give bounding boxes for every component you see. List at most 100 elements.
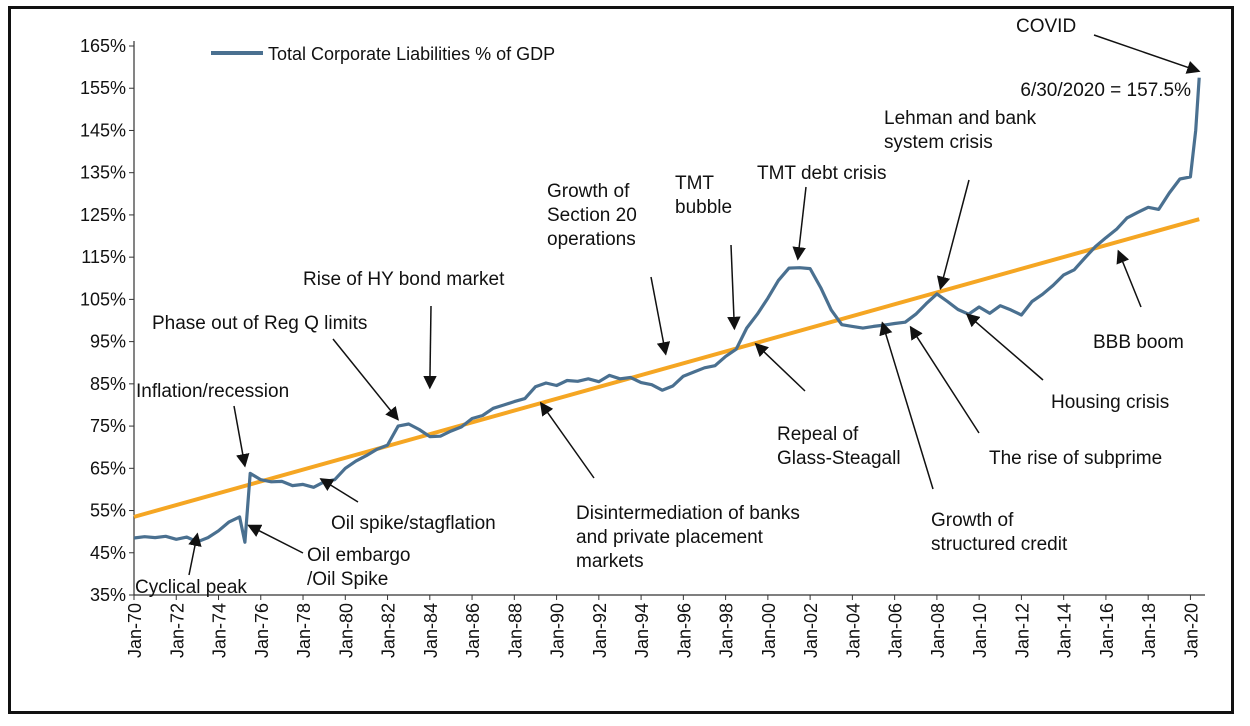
annotation: TMT debt crisis [757,163,887,261]
annotation-arrow [1093,34,1201,74]
y-tick-label: 95% [90,332,126,352]
annotation-arrow [936,179,970,291]
x-tick-label: Jan-70 [125,603,145,658]
annotation-text: COVID [1016,16,1076,37]
annotation-text: Inflation/recession [136,381,289,402]
annotation: Cyclical peak [135,532,247,598]
x-tick-label: Jan-78 [294,603,314,658]
x-tick-label: Jan-94 [632,603,652,658]
x-tick-label: Jan-20 [1181,603,1201,658]
x-tick-label: Jan-02 [801,603,821,658]
x-tick-label: Jan-06 [886,603,906,658]
x-tick-label: Jan-10 [970,603,990,658]
annotation-text: /Oil Spike [307,569,388,590]
annotation-text: Oil embargo [307,545,411,566]
y-tick-label: 55% [90,501,126,521]
y-tick-label: 145% [80,120,126,140]
annotation-text: and private placement [576,527,764,548]
annotation: Phase out of Reg Q limits [152,313,399,421]
annotation-text: operations [547,229,636,250]
annotation-text: BBB boom [1093,332,1184,353]
annotation-arrow [650,276,671,356]
annotation-text: Phase out of Reg Q limits [152,313,367,334]
trend-line [133,217,1200,519]
y-tick-label: 85% [90,374,126,394]
x-tick-label: Jan-76 [252,603,272,658]
annotation: COVID [1016,16,1201,74]
x-tick-label: Jan-96 [674,603,694,658]
annotation-text: markets [576,551,644,572]
annotation-text: bubble [675,197,732,218]
y-tick-label: 155% [80,78,126,98]
x-tick-label: Jan-18 [1139,603,1159,658]
x-tick-label: Jan-80 [336,603,356,658]
annotation-text: structured credit [931,534,1068,555]
annotation-text: 6/30/2020 = 157.5% [1020,80,1191,101]
x-tick-label: Jan-84 [421,603,441,658]
annotation-text: Oil spike/stagflation [331,513,496,534]
x-tick-label: Jan-14 [1055,603,1075,658]
annotation-text: Disintermediation of banks [576,503,800,524]
annotation-arrow [319,478,359,503]
annotation-arrow [188,532,202,576]
annotation-arrow [423,305,437,390]
x-tick-label: Jan-88 [505,603,525,658]
annotation-arrow [754,342,806,392]
series-line-corporate-liabilities [133,77,1201,544]
y-tick-label: 35% [90,585,126,605]
x-tick-label: Jan-00 [759,603,779,658]
corporate-liabilities-chart: 35% 45% 55% 65% 75% 85% 95% 105% 115% 125% 135% 145… [80,16,1205,658]
y-tick-label: 65% [90,458,126,478]
x-tick-label: Jan-04 [843,603,863,658]
y-tick-label: 45% [90,543,126,563]
annotation-arrow [792,186,807,261]
x-tick-label: Jan-12 [1012,603,1032,658]
legend: Total Corporate Liabilities % of GDP [211,44,555,64]
annotation-arrow [1116,249,1142,308]
y-tick-label: 105% [80,289,126,309]
y-tick-label: 135% [80,163,126,183]
annotation: Growth of Section 20 operations [547,181,671,356]
annotation-text: Lehman and bank [884,108,1037,129]
annotation: 6/30/2020 = 157.5% [1020,80,1191,101]
annotation: BBB boom [1093,249,1184,353]
annotation-text: Section 20 [547,205,637,226]
x-tick-label: Jan-82 [379,603,399,658]
legend-label: Total Corporate Liabilities % of GDP [268,44,555,64]
annotation-text: system crisis [884,132,993,153]
annotation-text: Glass-Steagall [777,448,901,469]
annotation-arrow [727,244,741,331]
x-tick-label: Jan-08 [928,603,948,658]
annotation-arrow [909,325,980,434]
annotation-arrow [965,313,1044,381]
y-tick-label: 115% [81,247,126,267]
x-tick-label: Jan-16 [1097,603,1117,658]
annotation: Repeal of Glass-Steagall [754,342,901,469]
annotation-arrow [233,405,250,468]
annotation: Oil spike/stagflation [319,478,496,534]
y-tick-label: 165% [80,36,126,56]
annotation-text: TMT debt crisis [757,163,887,184]
annotation-text: Cyclical peak [135,577,247,598]
annotation: Lehman and bank system crisis [884,108,1037,291]
annotation-text: Rise of HY bond market [303,269,505,290]
x-tick-label: Jan-74 [210,603,230,658]
x-tick-label: Jan-72 [167,603,187,658]
annotation: Growth of structured credit [879,321,1068,555]
annotation: Rise of HY bond market [303,269,505,390]
annotation-arrow [332,338,399,421]
annotation-arrow [539,401,595,479]
annotation: Oil embargo/Oil Spike [247,524,411,590]
annotation-text: TMT [675,173,714,194]
x-tick-label: Jan-90 [548,603,568,658]
annotation: Disintermediation of banks and private pl… [539,401,800,572]
x-tick-label: Jan-86 [463,603,483,658]
chart-frame: 35% 45% 55% 65% 75% 85% 95% 105% 115% 125% 135% 145… [8,6,1234,714]
annotation-text: Growth of [931,510,1014,531]
annotation: The rise of subprime [909,325,1162,469]
annotation: Inflation/recession [136,381,289,468]
y-tick-label: 125% [80,205,126,225]
annotation-text: Housing crisis [1051,392,1169,413]
x-tick-label: Jan-92 [590,603,610,658]
annotation-arrow [879,321,934,490]
